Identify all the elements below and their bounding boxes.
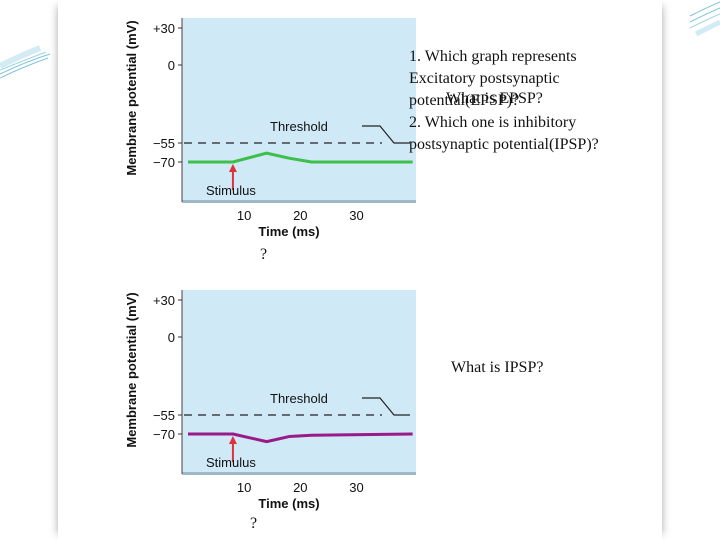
epsp-chart: +30 0 −55 −70 10 20 30 Time (ms) Membrane potent… [118, 10, 428, 250]
y-axis-label: Membrane potential (mV) [124, 292, 139, 447]
y-tick-label: −70 [153, 427, 175, 442]
question-mark-top: ? [260, 246, 268, 263]
plot-bottom-edge [182, 472, 416, 475]
y-tick-label: −55 [153, 408, 175, 423]
question-mark-bottom: ? [250, 515, 258, 532]
plot-area [182, 18, 416, 202]
threshold-label: Threshold [270, 119, 328, 134]
potential-line [188, 151, 413, 164]
slide: +30 0 −55 −70 10 20 30 Time (ms) Membrane potent… [58, 0, 662, 540]
stimulus-arrowhead [228, 164, 237, 172]
y-tick-label: 0 [168, 58, 175, 73]
y-axis-label: Membrane potential (mV) [124, 20, 139, 175]
y-tick-label: −70 [153, 155, 175, 170]
x-tick-label: 20 [293, 208, 307, 223]
question-text: 1. Which graph represents Excitatory pos… [409, 46, 659, 156]
left-swoosh-decoration [0, 45, 51, 79]
stimulus-label: Stimulus [206, 183, 256, 198]
stimulus-label: Stimulus [206, 455, 256, 470]
stimulus-arrowhead [228, 436, 237, 444]
ipsp-chart: +30 0 −55 −70 10 20 30 Time (ms) Membrane potent… [118, 282, 428, 522]
question-2-line-1: 2. Which one is inhibitory [409, 114, 577, 131]
question-1-line-1: 1. Which graph represents [409, 48, 577, 65]
y-tick-label: +30 [153, 293, 175, 308]
chart-svg: +30 0 −55 −70 10 20 30 Time (ms) Membrane potent… [124, 18, 416, 239]
x-tick-label: 20 [293, 480, 307, 495]
x-tick-label: 30 [349, 480, 363, 495]
question-1-line-2: Excitatory postsynaptic [409, 70, 560, 87]
ipsp-question: What is IPSP? [451, 359, 544, 376]
question-2-line-2: postsynaptic potential(IPSP)? [409, 136, 599, 153]
potential-line [188, 432, 413, 444]
threshold-label: Threshold [270, 391, 328, 406]
y-tick-label: −55 [153, 136, 175, 151]
x-tick-label: 10 [237, 480, 251, 495]
plot-area [182, 290, 416, 474]
plot-bottom-edge [182, 200, 416, 203]
x-tick-label: 30 [349, 208, 363, 223]
overlay-question: What is EPSP? [446, 90, 543, 107]
y-tick-label: 0 [168, 330, 175, 345]
right-swoosh-decoration [689, 1, 720, 37]
question-1-line-3: potential(EPSP)? [409, 92, 520, 109]
threshold-leader [362, 125, 410, 144]
y-tick-label: +30 [153, 21, 175, 36]
x-tick-label: 10 [237, 208, 251, 223]
x-axis-label: Time (ms) [258, 224, 319, 239]
threshold-leader [362, 397, 410, 416]
chart-svg: +30 0 −55 −70 10 20 30 Time (ms) Membrane potent… [124, 290, 416, 511]
x-axis-label: Time (ms) [258, 496, 319, 511]
